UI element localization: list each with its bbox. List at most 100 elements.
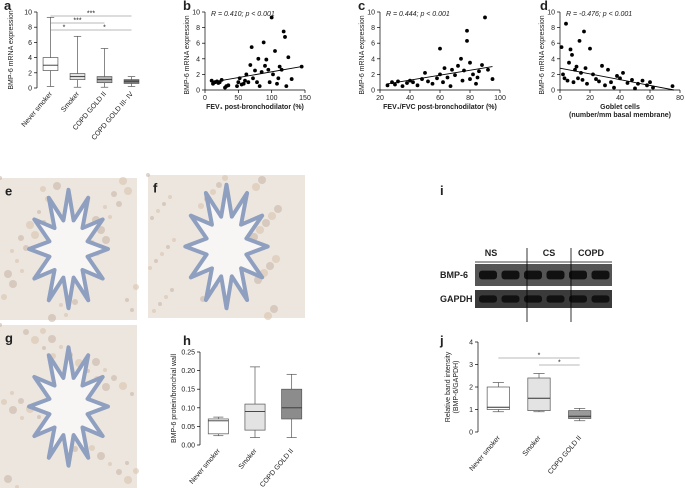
point xyxy=(651,85,655,90)
blot-strip xyxy=(475,264,612,286)
tissue-speck xyxy=(89,445,95,451)
y-tick-label: 8 xyxy=(28,25,32,32)
tissue-speck xyxy=(172,238,176,242)
y-tick-label: 2 xyxy=(28,70,32,77)
point xyxy=(255,80,259,85)
blot-band xyxy=(524,270,542,280)
tissue-speck xyxy=(4,270,12,278)
y-tick-label: 4 xyxy=(196,56,200,63)
epithelium xyxy=(183,182,270,311)
panel-label: h xyxy=(183,333,191,348)
x-tick-label: 80 xyxy=(466,95,474,102)
x-tick-label: Never smoker xyxy=(468,434,502,472)
point xyxy=(275,81,279,86)
point xyxy=(490,77,495,81)
tissue-speck xyxy=(92,358,100,366)
point xyxy=(284,84,289,88)
x-tick-label: 100 xyxy=(266,95,278,102)
point xyxy=(249,45,254,49)
tissue-speck xyxy=(20,416,24,420)
y-axis-label: BMP-6 mRNA expression xyxy=(184,15,191,94)
x-tick-label: 50 xyxy=(234,95,242,102)
point xyxy=(286,55,291,60)
y-tick-label: 6 xyxy=(551,41,555,48)
point xyxy=(448,84,453,88)
panel-label: g xyxy=(5,331,13,346)
point xyxy=(582,29,586,34)
point xyxy=(609,80,613,85)
tissue-speck xyxy=(10,249,14,253)
point xyxy=(474,81,478,86)
x-axis-label: Goblet cells xyxy=(600,104,640,111)
panel-label: j xyxy=(439,333,444,348)
y-tick-label: 10 xyxy=(367,10,375,17)
x-tick-label: 40 xyxy=(406,95,414,102)
y-tick-label: 6 xyxy=(371,41,375,48)
y-axis-label: (BMP-6/GAPDH) xyxy=(453,361,460,414)
tissue-speck xyxy=(31,231,39,239)
significance-label: * xyxy=(103,25,106,32)
box xyxy=(42,57,59,71)
tissue-speck xyxy=(158,302,162,306)
point xyxy=(438,46,442,51)
x-tick-label: 20 xyxy=(586,95,594,102)
point xyxy=(441,80,445,85)
tissue-speck xyxy=(0,176,2,180)
tissue-speck xyxy=(102,383,110,391)
tissue-speck xyxy=(168,195,172,199)
point xyxy=(621,70,625,75)
point xyxy=(630,77,634,82)
point xyxy=(633,86,637,91)
significance-label: * xyxy=(558,360,561,367)
tissue-speck xyxy=(18,398,24,404)
tissue-speck xyxy=(216,182,222,188)
tissue-speck xyxy=(119,382,127,390)
point xyxy=(385,83,390,88)
tissue-speck xyxy=(111,191,117,197)
point xyxy=(594,77,598,81)
point xyxy=(266,67,271,72)
tissue-speck xyxy=(37,210,41,214)
tissue-speck xyxy=(266,262,274,270)
x-tick-label: 150 xyxy=(299,95,311,102)
y-tick-label: 2 xyxy=(196,72,200,79)
y-tick-label: 6 xyxy=(196,41,200,48)
point xyxy=(612,85,616,90)
significance-label: * xyxy=(63,25,66,32)
blot-band xyxy=(524,295,542,303)
point xyxy=(583,66,588,71)
epithelium xyxy=(27,187,110,311)
point xyxy=(445,75,450,80)
y-tick-label: 0.25 xyxy=(181,350,195,357)
tissue-speck xyxy=(15,259,19,263)
panel-label: e xyxy=(5,184,12,199)
point xyxy=(430,81,435,86)
y-tick-label: 3 xyxy=(469,362,473,369)
y-tick-label: 4 xyxy=(371,56,375,63)
blot-band xyxy=(546,295,565,303)
point xyxy=(597,79,601,84)
point xyxy=(577,38,582,43)
x-tick-label: Never smoker xyxy=(188,447,222,485)
x-tick-label: COPD GOLD II xyxy=(547,435,583,476)
point xyxy=(480,63,484,67)
x-tick-label: Never smoker xyxy=(21,90,55,128)
point xyxy=(256,56,261,61)
y-tick-label: 0.05 xyxy=(181,424,195,431)
x-tick-label: 0 xyxy=(203,95,207,102)
panel-label: i xyxy=(440,183,444,198)
panel-label: b xyxy=(183,0,191,13)
y-axis-label: BMP-6 mRNA expression xyxy=(539,15,546,94)
tissue-speck xyxy=(210,189,216,195)
point xyxy=(568,47,573,52)
box xyxy=(207,418,229,435)
significance-label: *** xyxy=(87,11,95,18)
blot-band xyxy=(591,270,610,280)
point xyxy=(486,67,490,72)
y-tick-label: 4 xyxy=(28,55,32,62)
point xyxy=(426,79,430,84)
point xyxy=(460,78,465,83)
y-tick-label: 0 xyxy=(371,88,375,95)
tissue-speck xyxy=(170,288,174,292)
